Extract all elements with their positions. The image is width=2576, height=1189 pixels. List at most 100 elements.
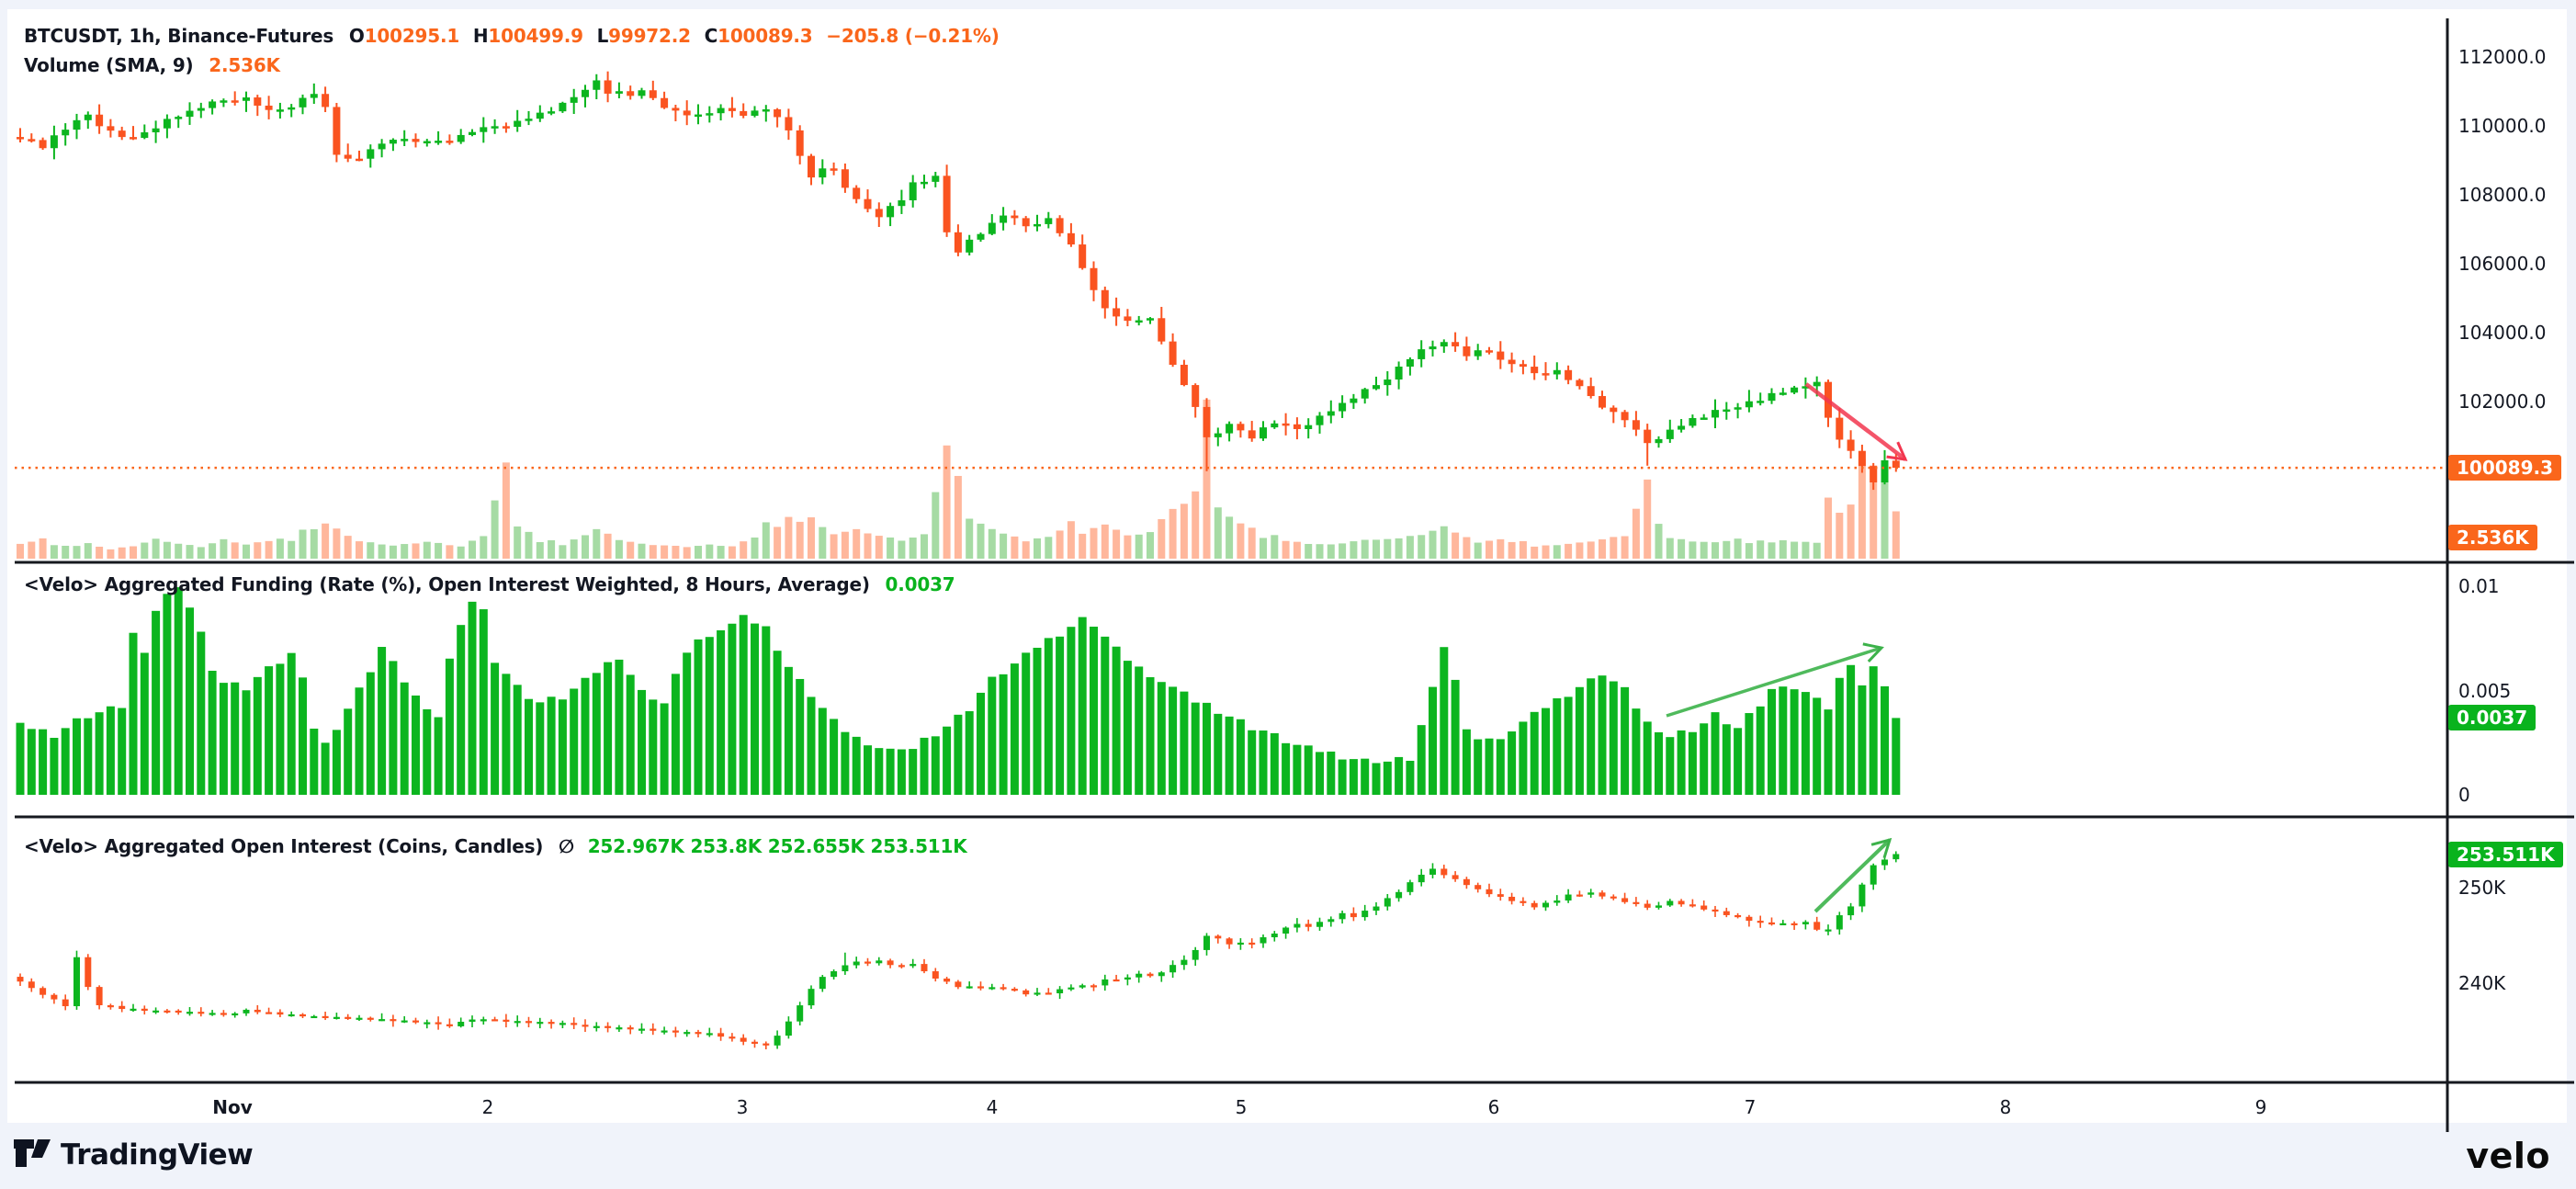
velo-logo[interactable]: velo — [2466, 1136, 2550, 1176]
candle-body — [1180, 364, 1188, 386]
funding-bar — [457, 625, 466, 795]
funding-bar — [1316, 752, 1324, 795]
funding-bar — [931, 736, 940, 795]
candle-body — [1666, 429, 1674, 439]
volume-bar — [1689, 541, 1697, 559]
candle-body — [1734, 407, 1742, 410]
volume-bar — [1180, 504, 1188, 559]
oi-candle-body — [1599, 892, 1606, 897]
oi-candle-body — [1497, 894, 1504, 897]
symbol-legend[interactable]: BTCUSDT, 1h, Binance-Futures O100295.1 H… — [24, 25, 1000, 47]
volume-bar — [107, 549, 115, 559]
volume-bar — [921, 534, 928, 559]
volume-bar — [627, 541, 635, 559]
candle-body — [1791, 387, 1799, 393]
volume-bar — [1361, 539, 1369, 559]
open-interest-legend[interactable]: <Velo> Aggregated Open Interest (Coins, … — [24, 835, 967, 857]
funding-bar — [1508, 731, 1517, 795]
funding-bar — [1101, 636, 1110, 795]
funding-bar — [1485, 738, 1494, 795]
volume-bar — [1858, 459, 1866, 559]
candle-body — [1079, 244, 1087, 268]
candle-body — [921, 181, 928, 185]
volume-legend[interactable]: Volume (SMA, 9) 2.536K — [24, 54, 280, 76]
candle-body — [1802, 386, 1810, 389]
oi-candle-body — [1723, 911, 1730, 915]
average-symbol: ∅ — [559, 835, 574, 857]
oi-candle-body — [1395, 891, 1403, 899]
oi-candle-body — [96, 987, 103, 1006]
volume-bar — [457, 546, 465, 559]
volume-bar — [943, 445, 951, 559]
volume-bar — [50, 545, 58, 559]
oi-candle-body — [266, 1012, 273, 1014]
candle-body — [502, 126, 510, 129]
candle-body — [1350, 398, 1358, 403]
candle-body — [1712, 410, 1719, 418]
oi-candle-body — [1135, 973, 1143, 978]
volume-bar — [344, 536, 352, 559]
volume-bar — [1836, 513, 1844, 559]
oi-candle-body — [299, 1013, 306, 1017]
funding-bar — [1248, 730, 1257, 795]
oi-candle-body — [1565, 894, 1572, 901]
funding-bar — [513, 685, 522, 795]
candle-body — [1858, 450, 1866, 467]
funding-bar — [660, 703, 669, 795]
volume-bar — [638, 543, 646, 559]
funding-bar — [1044, 638, 1053, 795]
funding-bar — [16, 722, 25, 795]
high-value: 100499.9 — [488, 25, 583, 47]
volume-bar — [1260, 538, 1267, 559]
tradingview-logo[interactable]: TradingView — [13, 1138, 254, 1172]
chart-canvas[interactable] — [7, 9, 2576, 1189]
volume-bar — [932, 492, 940, 559]
low-value: 99972.2 — [608, 25, 691, 47]
oi-candle-body — [1339, 912, 1346, 920]
candle-body — [1147, 318, 1154, 321]
candle-body — [1892, 460, 1900, 469]
candle-body — [593, 80, 601, 90]
volume-bar — [1892, 511, 1900, 559]
candle-body — [864, 198, 872, 209]
funding-bar — [592, 673, 601, 795]
oi-candle-body — [1350, 912, 1357, 918]
oi-candle-body — [390, 1019, 397, 1022]
oi-candle-body — [830, 971, 838, 978]
funding-bar — [1496, 739, 1505, 795]
oi-candle-body — [412, 1020, 419, 1023]
funding-bar — [1745, 713, 1754, 795]
volume-bar — [163, 541, 171, 559]
funding-value: 0.0037 — [885, 573, 955, 595]
candle-body — [39, 140, 47, 149]
oi-candle-body — [898, 965, 905, 968]
funding-bar — [1180, 691, 1189, 795]
candle-body — [943, 176, 951, 232]
oi-candle-body — [1169, 965, 1177, 973]
volume-bar — [514, 526, 522, 559]
oi-candle-body — [1870, 865, 1877, 885]
volume-bar — [502, 462, 510, 559]
funding-bar — [841, 731, 850, 795]
funding-legend[interactable]: <Velo> Aggregated Funding (Rate (%), Ope… — [24, 573, 955, 595]
funding-bar — [830, 719, 839, 795]
candle-body — [1497, 351, 1505, 360]
volume-bar — [491, 500, 499, 559]
oi-candle-body — [1090, 985, 1097, 988]
funding-bar — [1756, 706, 1765, 795]
volume-bar — [469, 540, 476, 559]
candle-body — [785, 117, 793, 130]
oi-candle-body — [1474, 885, 1482, 889]
volume-bar — [909, 538, 917, 559]
funding-bar — [1327, 751, 1336, 795]
funding-bar — [73, 718, 81, 795]
candle-body — [1124, 316, 1132, 322]
funding-bar — [491, 662, 500, 795]
oi-candle-body — [277, 1012, 284, 1015]
time-axis-label: Nov — [212, 1096, 253, 1118]
oi-candle-body — [232, 1013, 239, 1016]
funding-bar — [1135, 666, 1144, 795]
candle-body — [1542, 373, 1550, 376]
oi-candle-body — [107, 1005, 114, 1008]
candle-body — [1034, 223, 1041, 227]
